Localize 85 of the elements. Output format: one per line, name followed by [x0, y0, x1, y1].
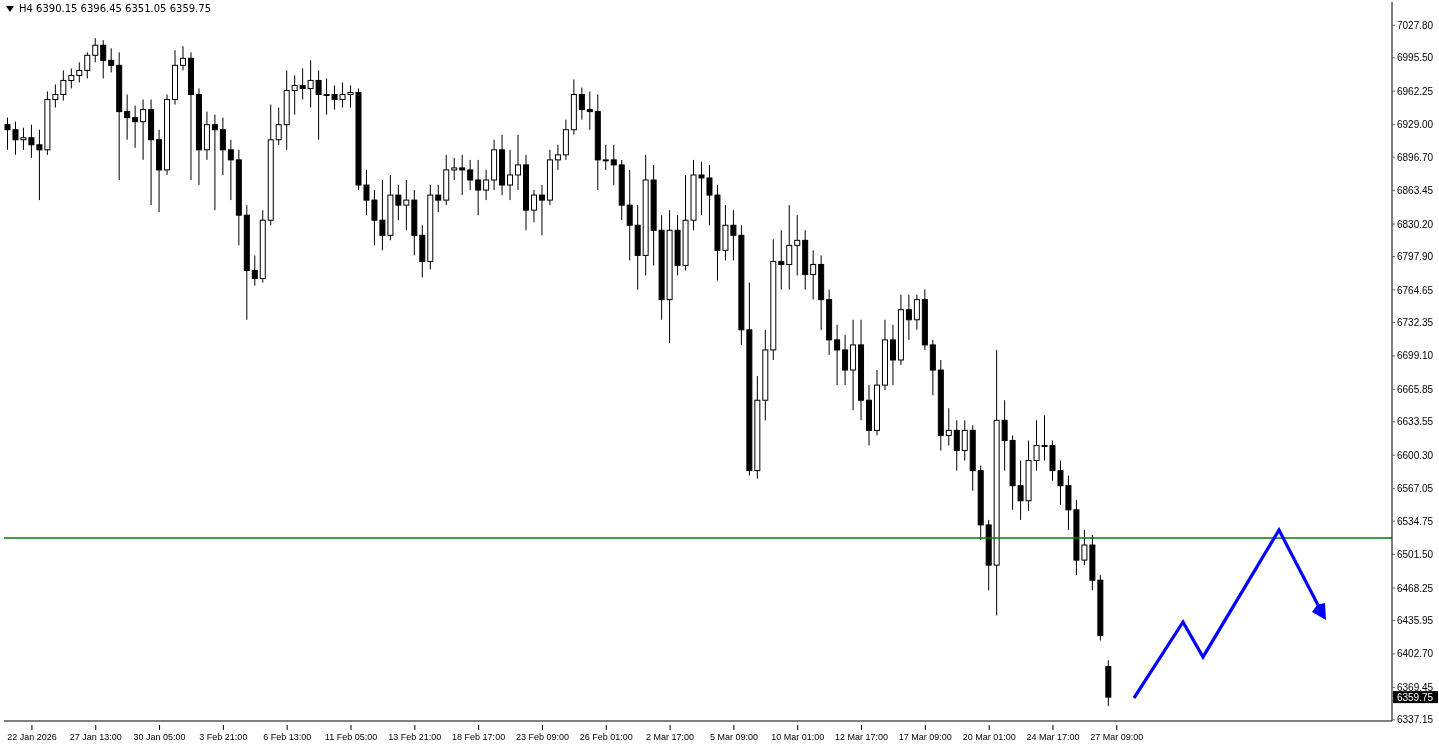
x-tick-label: 20 Mar 01:00 — [962, 732, 1016, 742]
candlestick — [602, 144, 609, 171]
candlestick — [945, 407, 952, 446]
y-tick-label: 6468.25 — [1397, 582, 1434, 594]
y-tick-label: 6633.55 — [1397, 416, 1434, 428]
x-tick-label: 3 Feb 21:00 — [199, 732, 248, 742]
candlestick — [578, 86, 585, 121]
text: 6359.75 — [1396, 692, 1434, 704]
x-tick-label: 27 Mar 09:00 — [1090, 732, 1144, 742]
x-tick-label: 10 Mar 01:00 — [771, 732, 825, 742]
chart-title: H4 6390.15 6396.45 6351.05 6359.75 — [19, 3, 212, 14]
candlestick — [834, 324, 841, 386]
x-tick-label: 12 Mar 17:00 — [835, 732, 889, 742]
candlestick — [810, 249, 817, 301]
x-tick-label: 24 Mar 17:00 — [1026, 732, 1080, 742]
y-tick-label: 6337.15 — [1397, 714, 1434, 726]
candlestick — [778, 229, 785, 291]
y-tick-label: 6402.70 — [1397, 648, 1434, 660]
candlestick — [794, 214, 801, 277]
candlestick — [211, 114, 218, 211]
candlestick — [108, 47, 115, 73]
candlestick — [530, 189, 537, 223]
candlestick — [84, 51, 91, 79]
x-tick-label: 23 Feb 09:00 — [515, 732, 569, 742]
candlestick — [554, 144, 561, 171]
candlestick — [475, 159, 482, 216]
y-tick-label: 6995.50 — [1397, 52, 1434, 64]
candlestick — [507, 149, 514, 201]
candlestick — [92, 37, 99, 63]
candlestick — [124, 94, 131, 141]
candlestick — [100, 39, 107, 79]
candlestick — [68, 67, 75, 89]
y-tick-label: 6732.35 — [1397, 316, 1434, 328]
x-tick-label: 18 Feb 17:00 — [452, 732, 506, 742]
candlestick — [961, 419, 968, 462]
candlestick — [459, 154, 466, 196]
candlestick — [786, 204, 793, 291]
candlestick — [251, 254, 258, 287]
candlestick — [451, 157, 458, 181]
candlestick — [140, 99, 147, 161]
x-tick-label: 30 Jan 05:00 — [133, 732, 186, 742]
candlestick — [483, 169, 490, 201]
x-tick-label: 26 Feb 01:00 — [579, 732, 633, 742]
y-tick-label: 6665.85 — [1397, 383, 1434, 395]
y-tick-label: 6863.45 — [1397, 185, 1434, 197]
candlestick — [467, 159, 474, 191]
candlestick — [626, 169, 633, 261]
y-tick-label: 6764.65 — [1397, 284, 1434, 296]
y-tick-label: 6501.50 — [1397, 549, 1434, 561]
x-tick-label: 13 Feb 21:00 — [388, 732, 442, 742]
candlestick — [538, 184, 545, 236]
x-tick-label: 5 Mar 09:00 — [709, 732, 758, 742]
candlestick — [76, 61, 83, 83]
candlestick — [953, 419, 960, 472]
candlestick — [227, 139, 234, 201]
y-tick-label: 6369.45 — [1397, 681, 1434, 693]
y-tick-label: 6699.10 — [1397, 350, 1434, 362]
y-tick-label: 6435.95 — [1397, 615, 1434, 627]
candlestick — [515, 134, 522, 191]
y-tick-label: 6797.90 — [1397, 251, 1434, 263]
candlestick — [586, 91, 593, 131]
candlestick — [179, 45, 186, 71]
candlestick — [913, 294, 920, 331]
y-tick-label: 7027.80 — [1397, 19, 1434, 31]
y-tick-label: 6567.05 — [1397, 483, 1434, 495]
y-tick-label: 6600.30 — [1397, 449, 1434, 461]
y-tick-label: 6534.75 — [1397, 515, 1434, 527]
candlestick — [132, 105, 139, 149]
x-tick-label: 6 Feb 13:00 — [263, 732, 312, 742]
y-tick-label: 6830.20 — [1397, 218, 1434, 230]
x-tick-label: 17 Mar 09:00 — [898, 732, 952, 742]
y-tick-label: 6962.25 — [1397, 85, 1434, 97]
candlestick — [842, 334, 849, 386]
x-tick-label: 11 Feb 05:00 — [324, 732, 378, 742]
candlestick — [889, 324, 896, 386]
candlestick — [905, 294, 912, 341]
x-tick-label: 22 Jan 2026 — [7, 732, 57, 742]
y-tick-label: 6929.00 — [1397, 119, 1434, 131]
candlestick — [435, 184, 442, 213]
x-tick-label: 27 Jan 13:00 — [69, 732, 122, 742]
candlestick — [275, 107, 282, 146]
y-tick-label: 6896.70 — [1397, 151, 1434, 163]
candlestick — [610, 144, 617, 186]
candlestick — [219, 117, 226, 176]
x-tick-label: 2 Mar 17:00 — [646, 732, 695, 742]
